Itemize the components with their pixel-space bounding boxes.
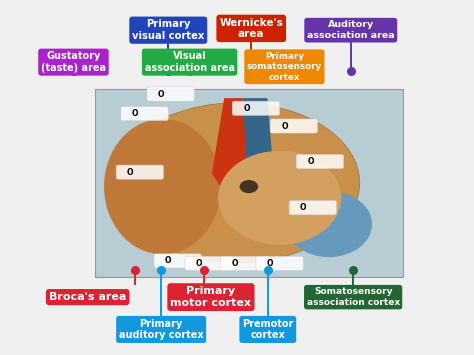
Ellipse shape	[104, 119, 221, 254]
Text: O: O	[231, 259, 238, 268]
Ellipse shape	[239, 180, 258, 193]
FancyBboxPatch shape	[289, 201, 337, 215]
Text: O: O	[165, 256, 172, 266]
Text: O: O	[196, 259, 202, 268]
Text: Primary
somatosensory
cortex: Primary somatosensory cortex	[247, 52, 322, 82]
Text: Primary
motor cortex: Primary motor cortex	[171, 286, 251, 308]
Text: Gustatory
(taste) area: Gustatory (taste) area	[41, 51, 106, 73]
FancyBboxPatch shape	[116, 165, 164, 179]
Text: Broca's area: Broca's area	[49, 292, 127, 302]
Text: Primary
visual cortex: Primary visual cortex	[132, 20, 204, 41]
FancyBboxPatch shape	[270, 119, 318, 133]
FancyBboxPatch shape	[154, 254, 201, 268]
Text: Visual
association area: Visual association area	[145, 51, 235, 73]
Ellipse shape	[113, 103, 360, 263]
Text: O: O	[132, 109, 138, 118]
Text: O: O	[127, 168, 134, 177]
Text: Auditory
association area: Auditory association area	[307, 21, 394, 40]
Text: O: O	[307, 157, 314, 166]
Ellipse shape	[286, 191, 372, 257]
Text: O: O	[243, 104, 250, 113]
FancyBboxPatch shape	[296, 154, 344, 169]
FancyBboxPatch shape	[256, 256, 303, 271]
Polygon shape	[212, 98, 249, 202]
FancyBboxPatch shape	[185, 256, 232, 271]
Text: O: O	[267, 259, 273, 268]
Polygon shape	[243, 98, 273, 202]
FancyBboxPatch shape	[220, 256, 268, 271]
FancyBboxPatch shape	[147, 87, 194, 101]
Text: Primary
auditory cortex: Primary auditory cortex	[119, 319, 203, 340]
FancyBboxPatch shape	[232, 101, 280, 115]
Text: O: O	[158, 89, 164, 99]
Text: O: O	[281, 121, 288, 131]
Text: O: O	[300, 203, 307, 212]
Ellipse shape	[218, 151, 341, 245]
Text: Premotor
cortex: Premotor cortex	[242, 319, 293, 340]
Text: Somatosensory
association cortex: Somatosensory association cortex	[307, 288, 400, 307]
Text: Wernicke's
area: Wernicke's area	[219, 18, 283, 39]
FancyBboxPatch shape	[95, 89, 403, 277]
FancyBboxPatch shape	[121, 106, 168, 121]
